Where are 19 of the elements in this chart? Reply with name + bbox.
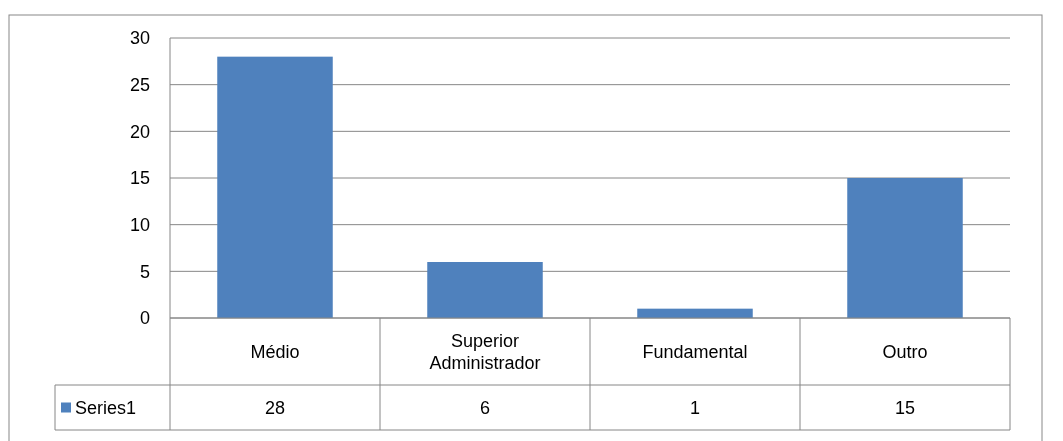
legend-label: Series1 <box>75 397 137 418</box>
data-label: 28 <box>264 397 286 418</box>
y-tick-label: 25 <box>129 74 150 95</box>
x-tick-label: Médio <box>250 341 300 362</box>
bar <box>427 262 543 318</box>
y-tick-label: 10 <box>129 214 150 235</box>
data-label: 6 <box>479 397 491 418</box>
data-label: 1 <box>689 397 701 418</box>
y-tick-label: 30 <box>129 28 150 49</box>
x-tick-label: Fundamental <box>642 341 748 362</box>
x-tick-label: Outro <box>882 341 928 362</box>
y-tick-label: 5 <box>139 261 150 282</box>
bar <box>847 178 963 318</box>
bar <box>217 56 333 318</box>
data-label: 15 <box>894 397 916 418</box>
x-tick-label: Superior Administrador <box>429 330 541 373</box>
y-tick-label: 20 <box>129 121 150 142</box>
y-tick-label: 0 <box>139 308 150 329</box>
y-tick-label: 15 <box>129 168 150 189</box>
